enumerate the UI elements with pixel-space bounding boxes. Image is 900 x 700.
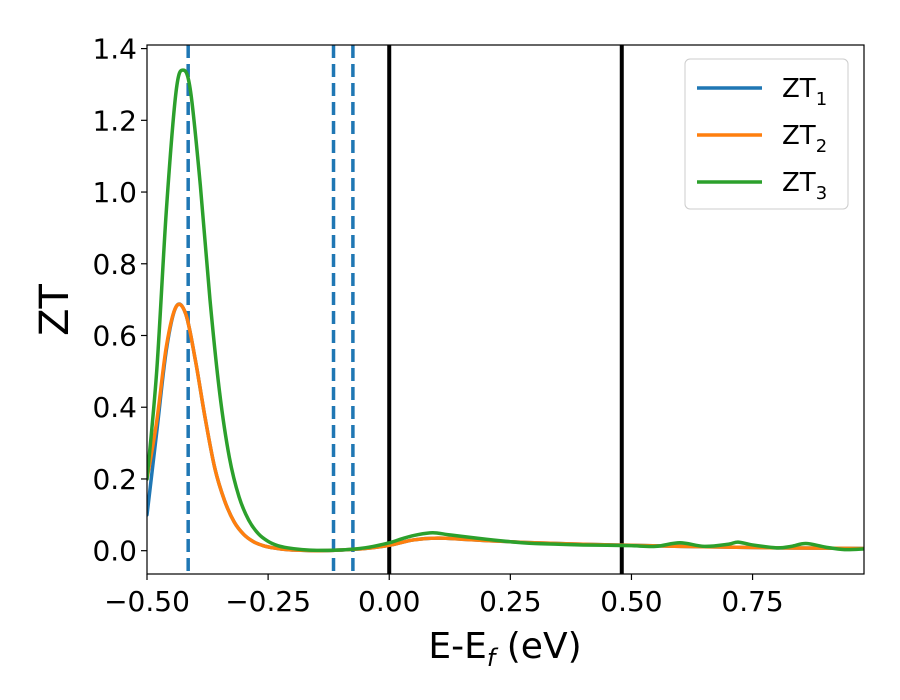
series-lines [147,68,864,553]
x-axis-ticks: −0.50 −0.25 0.00 0.25 0.50 0.75 [104,574,784,618]
plot-frame [146,44,865,575]
y-axis-ticks: 0.0 0.2 0.4 0.6 0.8 1.0 1.2 1.4 [92,33,147,568]
x-tick-label: 0.00 [358,585,420,618]
y-tick-label: 1.4 [92,33,137,66]
x-axis-label-main: E-E [428,626,486,667]
y-tick-label: 1.2 [92,104,137,137]
y-tick-label: 0.2 [92,463,137,496]
x-tick-label: 0.50 [600,585,662,618]
legend-entries: ZT1 ZT2 ZT3 [697,74,827,204]
x-tick-label: −0.50 [104,585,190,618]
x-tick-label: −0.25 [225,585,311,618]
y-tick-label: 0.4 [92,391,137,424]
legend-label-zt2: ZT2 [782,121,827,157]
series-line-zt2 [147,302,864,553]
series-line-zt3 [147,68,864,553]
x-axis-label: E-Ef (eV) [428,626,581,672]
y-tick-label: 0.6 [92,320,137,353]
x-tick-label: 0.25 [479,585,541,618]
y-tick-label: 0.8 [92,248,137,281]
reference-lines [186,45,624,574]
series-line-zt1 [147,302,864,553]
legend-label-zt3: ZT3 [782,168,827,204]
legend-box [684,58,849,210]
y-axis-label: ZT [32,284,78,336]
x-tick-label: 0.75 [721,585,783,618]
x-axis-label-unit: (eV) [495,626,581,667]
legend: ZT1 ZT2 ZT3 [684,58,849,210]
y-tick-label: 0.0 [92,535,137,568]
y-tick-label: 1.0 [92,176,137,209]
legend-label-zt1: ZT1 [782,74,827,110]
